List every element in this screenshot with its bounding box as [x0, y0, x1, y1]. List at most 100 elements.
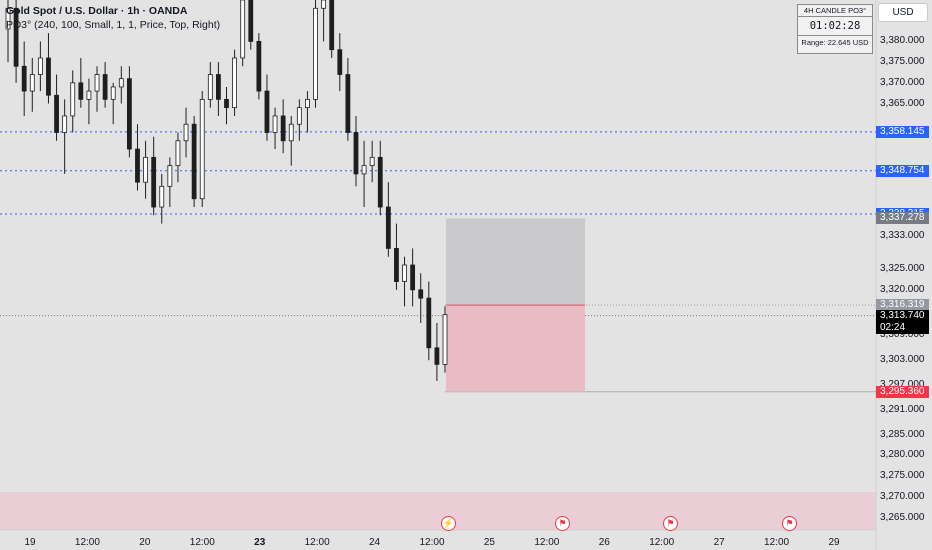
candle-timer: 01:02:28 [798, 17, 872, 36]
price-tick: 3,320.000 [880, 283, 925, 295]
candle-body [135, 148, 140, 183]
candle-body [54, 94, 59, 133]
us-flag-icon[interactable]: ⚑ [782, 516, 797, 531]
time-tick: 12:00 [304, 537, 330, 548]
candle-body [126, 78, 132, 150]
price-tick: 3,265.000 [880, 511, 925, 523]
candle [151, 136, 157, 216]
candle [118, 66, 124, 104]
flash-icon[interactable]: ⚡ [441, 516, 456, 531]
candle [434, 322, 440, 381]
time-tick: 29 [828, 537, 840, 548]
candle [426, 281, 432, 361]
candle [135, 124, 140, 191]
candle-body [224, 98, 229, 109]
candle [167, 157, 173, 208]
candle-body [353, 132, 359, 175]
candle [5, 0, 11, 63]
candle-body [264, 90, 270, 133]
candle-body [337, 49, 343, 75]
stop-zone[interactable] [446, 305, 585, 392]
candle [86, 78, 92, 125]
candle-body [361, 165, 367, 175]
candle-body [183, 123, 189, 142]
price-tick: 3,297.000 [880, 379, 925, 391]
candle-body [248, 0, 254, 42]
candle-body [305, 98, 310, 109]
us-flag-icon[interactable]: ⚑ [555, 516, 570, 531]
candle [29, 57, 35, 112]
candle-body [369, 156, 375, 167]
price-tick: 3,270.000 [880, 490, 925, 502]
candle-body [46, 57, 51, 96]
candle-body [296, 107, 302, 125]
candle [94, 66, 100, 112]
candle [256, 33, 262, 100]
candle [369, 140, 375, 183]
candle [216, 62, 221, 116]
candle [329, 0, 335, 58]
price-tick: 3,380.000 [880, 35, 925, 47]
us-flag-icon[interactable]: ⚑ [663, 516, 678, 531]
candle-body [402, 264, 407, 282]
candle [248, 0, 254, 50]
candle [54, 74, 59, 141]
price-tick: 3,375.000 [880, 56, 925, 68]
candle [13, 0, 19, 83]
candle-body [426, 297, 432, 349]
candle-body [29, 74, 35, 92]
candle-body [345, 74, 351, 133]
price-tick: 3,325.000 [880, 263, 925, 275]
candle [321, 0, 327, 42]
chart-legend: Gold Spot / U.S. Dollar · 1h · OANDA PO3… [6, 4, 220, 32]
price-tag-value: 3,337.278 [880, 212, 925, 224]
time-tick: 12:00 [534, 537, 560, 548]
candle [418, 273, 424, 323]
price-tag-value: 3,358.145 [880, 125, 925, 137]
candle [37, 41, 43, 92]
candle [361, 140, 367, 208]
price-tick: 3,275.000 [880, 470, 925, 482]
candle [191, 115, 197, 208]
price-tag-value: 3,348.754 [880, 164, 925, 176]
candle [199, 91, 205, 208]
candle-body [175, 140, 181, 167]
time-tick: 12:00 [419, 537, 445, 548]
candle-body [418, 289, 424, 299]
candle [143, 140, 148, 199]
candle-body [159, 185, 165, 208]
time-tick: 20 [139, 537, 151, 548]
time-tick: 26 [598, 537, 610, 548]
time-tick: 12:00 [649, 537, 675, 548]
candle [207, 62, 213, 108]
candle [442, 306, 448, 373]
target-zone[interactable] [446, 218, 585, 306]
candle-body [377, 156, 383, 208]
candle-body [37, 57, 43, 75]
candle-body [410, 264, 416, 291]
currency-button[interactable]: USD [878, 3, 928, 22]
candle [264, 74, 270, 141]
candle [240, 0, 246, 67]
time-tick: 12:00 [764, 537, 790, 548]
price-tick: 3,303.000 [880, 354, 925, 366]
candle-body [394, 248, 399, 282]
candle-body [288, 123, 294, 142]
candle-body [199, 98, 205, 200]
time-tick: 23 [254, 537, 266, 548]
candle-body [191, 123, 197, 200]
price-tag-value: 3,295.360 [880, 385, 925, 397]
candle-body [207, 74, 213, 100]
price-tag: 3,358.145 [876, 125, 929, 138]
symbol-title: Gold Spot / U.S. Dollar · 1h · OANDA [6, 5, 188, 17]
session-band [0, 492, 876, 530]
candle-body [110, 86, 116, 100]
candle [175, 132, 181, 183]
candle [345, 57, 351, 141]
candle [353, 115, 359, 187]
price-tag-value: 3,316.319 [880, 299, 925, 311]
po3-info-box: 4H CANDLE PO3° 01:02:28 Range: 22.645 US… [797, 4, 873, 54]
candle-body [321, 0, 327, 9]
candle-body [167, 165, 173, 187]
